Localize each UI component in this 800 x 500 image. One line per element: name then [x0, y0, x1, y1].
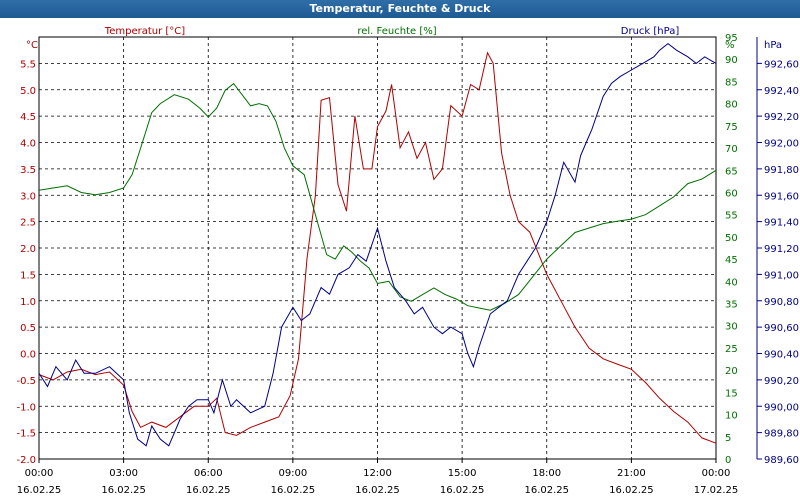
pressure-tick-label: 992,40 — [764, 86, 799, 97]
humidity-tick-label: 85 — [725, 77, 738, 88]
humidity-tick-label: 80 — [725, 100, 738, 111]
x-tick-date-label: 16.02.25 — [186, 485, 231, 496]
x-tick-date-label: 16.02.25 — [101, 485, 146, 496]
chart-title-bar: Temperatur, Feuchte & Druck — [0, 0, 800, 18]
x-tick-date-label: 16.02.25 — [609, 485, 654, 496]
pressure-tick-label: 992,00 — [764, 139, 799, 150]
temperature-tick-label: 4.5 — [20, 112, 36, 123]
pressure-tick-label: 989,80 — [764, 429, 799, 440]
pressure-tick-label: 991,40 — [764, 218, 799, 229]
temperature-tick-label: 1.0 — [20, 297, 36, 308]
humidity-tick-label: 5 — [725, 433, 731, 444]
humidity-tick-label: 35 — [725, 300, 738, 311]
humidity-unit-label: % — [725, 40, 735, 51]
humidity-tick-label: 45 — [725, 255, 738, 266]
temperature-axis-title: Temperatur [°C] — [104, 26, 185, 37]
pressure-tick-label: 990,40 — [764, 350, 799, 361]
humidity-tick-label: 75 — [725, 122, 738, 133]
x-tick-time-label: 06:00 — [194, 468, 223, 479]
pressure-unit-label: hPa — [764, 40, 782, 51]
humidity-tick-label: 95 — [725, 33, 738, 44]
pressure-tick-label: 991,60 — [764, 191, 799, 202]
x-tick-time-label: 09:00 — [278, 468, 307, 479]
pressure-tick-label: 990,60 — [764, 323, 799, 334]
temperature-tick-label: 2.0 — [20, 244, 36, 255]
humidity-tick-label: 25 — [725, 344, 738, 355]
humidity-tick-label: 20 — [725, 366, 738, 377]
x-tick-date-label: 16.02.25 — [524, 485, 569, 496]
humidity-tick-label: 70 — [725, 144, 738, 155]
humidity-tick-label: 10 — [725, 411, 738, 422]
humidity-tick-label: 65 — [725, 166, 738, 177]
pressure-tick-label: 992,20 — [764, 112, 799, 123]
temperature-tick-label: 3.0 — [20, 191, 36, 202]
pressure-tick-label: 992,60 — [764, 59, 799, 70]
x-tick-time-label: 12:00 — [363, 468, 392, 479]
chart-title: Temperatur, Feuchte & Druck — [309, 2, 491, 15]
x-tick-date-label: 16.02.25 — [440, 485, 485, 496]
series-line-humidity — [38, 82, 717, 311]
x-tick-time-label: 18:00 — [532, 468, 561, 479]
x-tick-time-label: 00:00 — [25, 468, 54, 479]
temperature-tick-label: 1.5 — [20, 270, 36, 281]
x-tick-date-label: 17.02.25 — [694, 485, 739, 496]
humidity-tick-label: 60 — [725, 188, 738, 199]
humidity-tick-label: 30 — [725, 322, 738, 333]
pressure-tick-label: 991,00 — [764, 270, 799, 281]
series-line-temperature — [38, 51, 717, 444]
humidity-tick-label: 90 — [725, 55, 738, 66]
temperature-tick-label: -1.0 — [16, 402, 36, 413]
series-line-pressure — [38, 42, 717, 447]
temperature-tick-label: 4.0 — [20, 139, 36, 150]
temperature-tick-label: 5.0 — [20, 86, 36, 97]
x-tick-date-label: 16.02.25 — [17, 485, 62, 496]
pressure-tick-label: 991,80 — [764, 165, 799, 176]
x-tick-date-label: 16.02.25 — [355, 485, 400, 496]
temperature-tick-label: 2.5 — [20, 218, 36, 229]
temperature-tick-label: 0.5 — [20, 323, 36, 334]
pressure-tick-label: 989,60 — [764, 455, 799, 466]
temperature-tick-label: -2.0 — [16, 455, 36, 466]
temperature-tick-label: -0.5 — [16, 376, 36, 387]
pressure-tick-label: 990,80 — [764, 297, 799, 308]
humidity-tick-label: 50 — [725, 233, 738, 244]
pressure-tick-label: 990,00 — [764, 402, 799, 413]
pressure-tick-label: 990,20 — [764, 376, 799, 387]
humidity-axis-title: rel. Feuchte [%] — [357, 26, 436, 37]
temperature-unit-label: °C — [26, 40, 38, 51]
temperature-tick-label: 5.5 — [20, 59, 36, 70]
humidity-tick-label: 40 — [725, 277, 738, 288]
x-tick-time-label: 03:00 — [109, 468, 138, 479]
humidity-tick-label: 55 — [725, 211, 738, 222]
humidity-tick-label: 0 — [725, 455, 731, 466]
x-tick-time-label: 00:00 — [702, 468, 731, 479]
x-tick-time-label: 21:00 — [617, 468, 646, 479]
temperature-tick-label: 3.5 — [20, 165, 36, 176]
humidity-tick-label: 15 — [725, 388, 738, 399]
temperature-tick-label: 0.0 — [20, 350, 36, 361]
temperature-tick-label: -1.5 — [16, 429, 36, 440]
pressure-axis-title: Druck [hPa] — [621, 26, 680, 37]
x-tick-date-label: 16.02.25 — [271, 485, 316, 496]
pressure-tick-label: 991,20 — [764, 244, 799, 255]
x-tick-time-label: 15:00 — [448, 468, 477, 479]
